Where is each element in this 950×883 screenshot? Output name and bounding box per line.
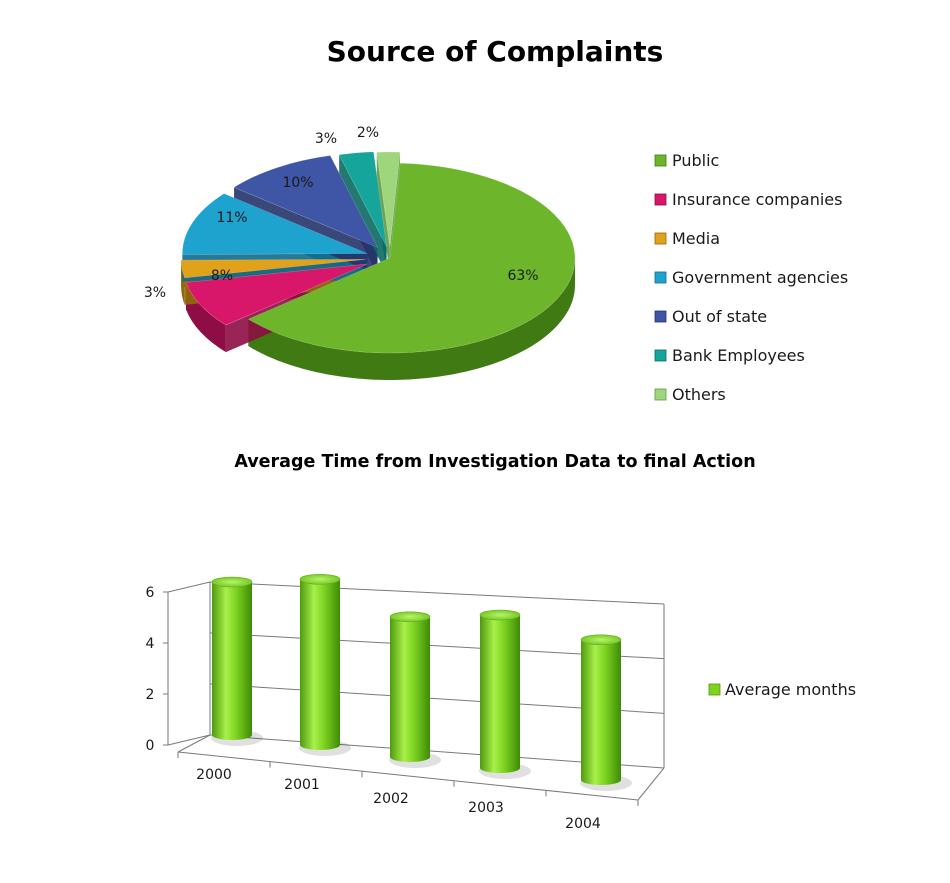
bar-body	[390, 616, 430, 762]
pie-legend-item: Government agencies	[654, 268, 848, 287]
pie-chart: 63% 8% 3% 11% 10% 3% 2%	[144, 125, 576, 381]
bar-chart: 0 2 4 6 2000 2001 2002 2003 2004 Average months	[146, 573, 856, 832]
pie-data-label: 11%	[216, 210, 247, 226]
pie-slice-public-side	[248, 258, 575, 381]
legend-swatch	[654, 271, 667, 284]
legend-label: Government agencies	[672, 268, 848, 287]
legend-swatch	[708, 683, 721, 696]
y-tick-label: 4	[146, 636, 155, 652]
x-tick-label: 2001	[284, 777, 320, 793]
pie-legend-item: Media	[654, 229, 720, 248]
bar-2000	[211, 576, 263, 746]
bar-2003	[479, 609, 531, 779]
y-tick-label: 6	[146, 585, 155, 601]
y-tick-label: 0	[146, 738, 155, 754]
pie-data-label: 3%	[144, 285, 166, 301]
bar-legend: Average months	[708, 680, 856, 699]
pie-slice-out-of-state	[233, 155, 379, 248]
bar-top	[299, 573, 341, 585]
pie-slice-public	[247, 162, 576, 354]
legend-swatch	[654, 388, 667, 401]
pie-legend-item: Public	[654, 151, 719, 170]
legend-swatch	[654, 193, 667, 206]
pie-data-label: 10%	[282, 175, 313, 191]
x-tick-label: 2002	[373, 791, 409, 807]
legend-label: Insurance companies	[672, 190, 842, 209]
bar-body	[300, 579, 340, 750]
legend-label: Average months	[725, 680, 856, 699]
legend-label: Public	[672, 151, 719, 170]
x-tick-label: 2004	[565, 816, 601, 832]
pie-data-label: 2%	[357, 125, 379, 141]
pie-data-label: 63%	[507, 268, 538, 284]
legend-swatch	[654, 310, 667, 323]
x-tick-label: 2000	[196, 767, 232, 783]
pie-legend-item: Others	[654, 385, 726, 404]
legend-swatch	[654, 349, 667, 362]
bar-2002	[389, 611, 441, 768]
bar-2004	[580, 634, 632, 791]
bar-2001	[299, 573, 351, 756]
y-tick-label: 2	[146, 687, 155, 703]
pie-slice-government-agencies	[182, 193, 368, 255]
pie-legend: Public Insurance companies Media Government…	[654, 151, 848, 404]
bar-body	[480, 615, 520, 773]
pie-legend-item: Insurance companies	[654, 190, 842, 209]
pie-legend-item: Bank Employees	[654, 346, 805, 365]
pie-slice-insurance-companies	[185, 263, 368, 326]
bar-top	[389, 611, 431, 623]
bar-top	[479, 609, 521, 621]
pie-slice-bank-employees	[338, 151, 387, 247]
pie-slice-others-edge	[376, 152, 390, 275]
bar-top	[580, 634, 622, 646]
legend-label: Bank Employees	[672, 346, 805, 365]
legend-label: Others	[672, 385, 726, 404]
bar-top	[211, 576, 253, 588]
side-wall-top	[167, 581, 211, 593]
legend-swatch	[654, 232, 667, 245]
legend-label: Out of state	[672, 307, 767, 326]
pie-data-label: 8%	[211, 268, 233, 284]
x-axis	[177, 751, 639, 801]
legend-label: Media	[672, 229, 720, 248]
side-wall-bottom	[167, 734, 211, 746]
pie-chart-title: Source of Complaints	[326, 35, 664, 68]
pie-data-label: 3%	[315, 131, 337, 147]
floor-edge	[177, 734, 211, 753]
legend-swatch	[654, 154, 667, 167]
bar-body	[212, 582, 252, 740]
pie-legend-item: Out of state	[654, 307, 767, 326]
pie-slice-others	[376, 151, 401, 248]
floor-edge	[637, 767, 665, 801]
bar-chart-title: Average Time from Investigation Data to …	[234, 452, 756, 472]
gridline	[209, 581, 665, 605]
pie-slice-media	[180, 259, 367, 279]
bar-body	[581, 639, 621, 785]
x-tick-label: 2003	[468, 800, 504, 816]
